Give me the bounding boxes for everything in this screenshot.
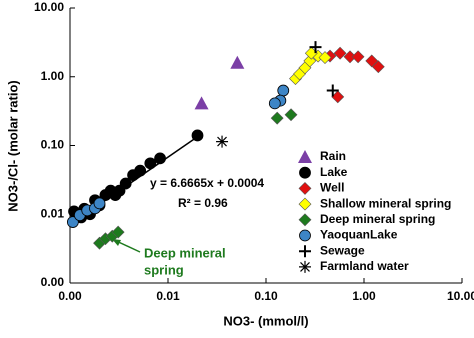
- point: [326, 84, 339, 97]
- point: [318, 51, 332, 65]
- point: [93, 197, 106, 210]
- legend-label: Farmland water: [320, 259, 409, 273]
- point: [309, 41, 322, 54]
- y-tick-label: 0.01: [41, 206, 65, 220]
- legend-label: Well: [320, 181, 344, 195]
- point: [351, 50, 365, 64]
- point: [119, 177, 132, 190]
- point: [230, 55, 245, 69]
- legend-marker: [298, 150, 312, 163]
- annotation-line: Deep mineral: [144, 245, 226, 260]
- legend-marker: [299, 229, 311, 242]
- point: [270, 111, 284, 125]
- point: [277, 84, 290, 97]
- point: [371, 60, 385, 74]
- x-tick-label: 1.00: [352, 289, 376, 303]
- point: [268, 97, 281, 110]
- x-tick-label: 0.00: [58, 289, 82, 303]
- y-tick-label: 10.00: [34, 0, 64, 14]
- legend-marker: [298, 181, 312, 195]
- legend-label: YaoquanLake: [320, 228, 398, 242]
- legend-label: Shallow mineral spring: [320, 196, 451, 210]
- x-tick-label: 0.01: [156, 289, 180, 303]
- x-tick-label: 0.10: [254, 289, 278, 303]
- y-tick-label: 1.00: [41, 69, 65, 83]
- point: [191, 129, 204, 142]
- legend-label: Lake: [320, 165, 348, 179]
- point: [66, 216, 79, 228]
- point: [284, 108, 298, 122]
- point: [333, 46, 347, 60]
- point: [216, 135, 229, 148]
- x-tick-label: 10.00: [447, 289, 474, 303]
- legend-marker: [299, 166, 311, 179]
- legend-marker: [298, 213, 312, 227]
- x-axis-label: NO3- (mmol/l): [223, 313, 308, 328]
- point: [331, 90, 345, 104]
- legend-label: Rain: [320, 149, 346, 163]
- legend-marker: [299, 260, 311, 273]
- point: [194, 96, 209, 110]
- legend-label: Deep mineral spring: [320, 212, 435, 226]
- point: [111, 225, 125, 239]
- y-tick-label: 0.00: [41, 275, 65, 289]
- legend-marker: [299, 245, 311, 258]
- annotation-line: spring: [144, 262, 184, 277]
- y-tick-label: 0.10: [41, 138, 65, 152]
- annotation-arrowhead: [112, 239, 121, 246]
- y-axis-label: NO3-/Cl- (molar ratio): [5, 80, 20, 211]
- point: [365, 54, 379, 68]
- legend-label: Sewage: [320, 243, 365, 257]
- point: [144, 157, 157, 170]
- point: [134, 164, 147, 177]
- r-squared: R² = 0.96: [178, 196, 228, 210]
- point: [154, 152, 166, 165]
- equation: y = 6.6665x + 0.0004: [150, 176, 264, 190]
- legend-marker: [298, 197, 312, 211]
